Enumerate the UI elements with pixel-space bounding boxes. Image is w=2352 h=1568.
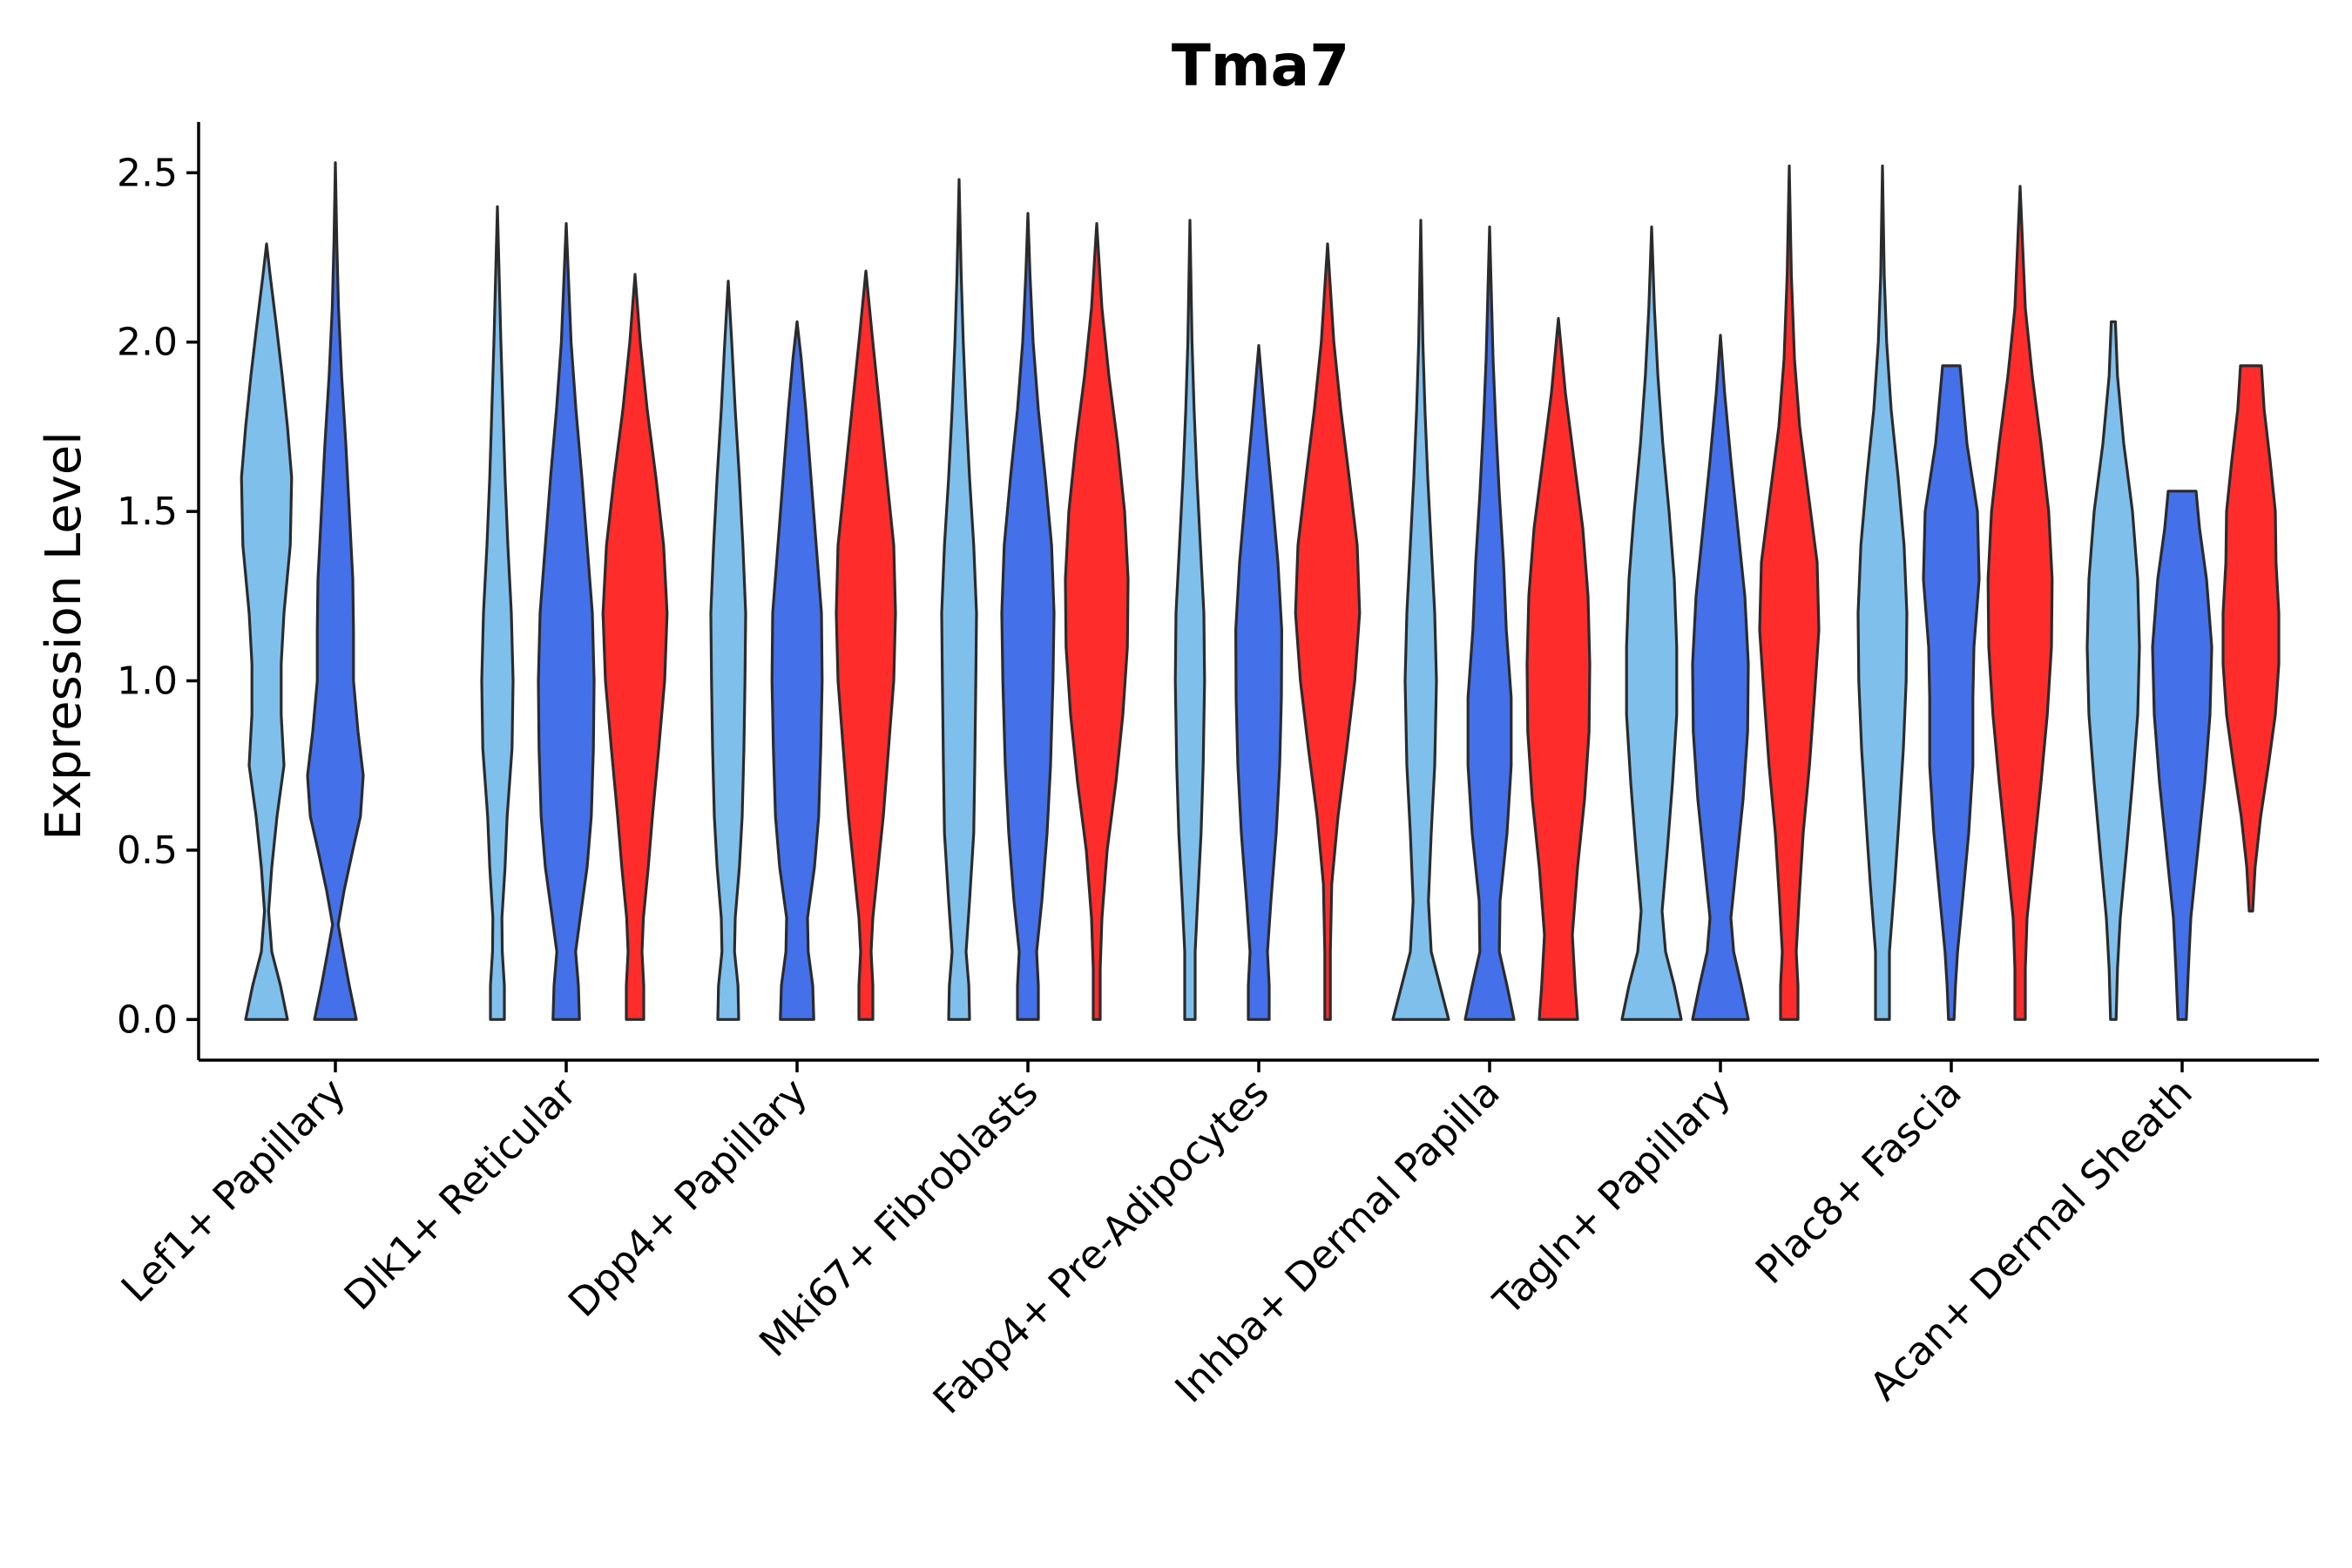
y-tick-label: 1.0 xyxy=(117,659,178,704)
violin-3-2 xyxy=(1064,222,1130,1021)
violin-4-1 xyxy=(1234,344,1283,1021)
y-tick-label: 0.0 xyxy=(117,997,178,1042)
violin-5-0 xyxy=(1391,219,1450,1021)
y-axis-label: Expression Level xyxy=(36,431,92,841)
y-tick-label: 2.0 xyxy=(117,321,178,365)
violin-6-0 xyxy=(1620,225,1683,1021)
violin-2-0 xyxy=(709,280,747,1021)
violin-1-1 xyxy=(537,222,596,1021)
violin-1-0 xyxy=(480,205,515,1021)
violin-8-1 xyxy=(2151,490,2213,1021)
violin-7-2 xyxy=(1986,185,2054,1021)
x-tick-label: Tagln+ Papillary xyxy=(1484,1069,1740,1324)
x-tick-label: Lef1+ Papillary xyxy=(112,1069,355,1311)
violin-2-1 xyxy=(770,320,824,1021)
x-tick-label: Plac8+ Fascia xyxy=(1747,1069,1970,1293)
violin-8-2 xyxy=(2221,364,2281,913)
violin-6-2 xyxy=(1758,164,1821,1021)
violin-0-0 xyxy=(240,242,294,1021)
y-tick-label: 1.5 xyxy=(117,490,178,534)
violin-3-0 xyxy=(940,178,978,1021)
y-tick-label: 0.5 xyxy=(117,828,178,873)
violin-5-2 xyxy=(1525,316,1592,1021)
chart-title: Tma7 xyxy=(1172,32,1349,99)
violin-0-1 xyxy=(306,161,365,1021)
x-tick-label: Dpp4+ Papillary xyxy=(559,1069,816,1326)
violin-1-2 xyxy=(601,273,669,1021)
violin-6-1 xyxy=(1691,334,1750,1021)
violin-3-1 xyxy=(1000,212,1056,1021)
y-tick-label: 2.5 xyxy=(117,151,178,195)
violin-4-2 xyxy=(1294,242,1362,1021)
violin-group xyxy=(240,161,2281,1021)
y-ticks: 0.0 0.5 1.0 1.5 2.0 2.5 xyxy=(117,151,199,1042)
violin-5-1 xyxy=(1463,225,1516,1021)
violin-8-0 xyxy=(2085,320,2141,1021)
violin-7-1 xyxy=(1922,364,1981,1021)
violin-2-2 xyxy=(835,269,897,1021)
x-tick-label: Dlk1+ Reticular xyxy=(335,1069,585,1319)
violin-4-0 xyxy=(1173,219,1206,1021)
violin-7-0 xyxy=(1856,164,1909,1021)
